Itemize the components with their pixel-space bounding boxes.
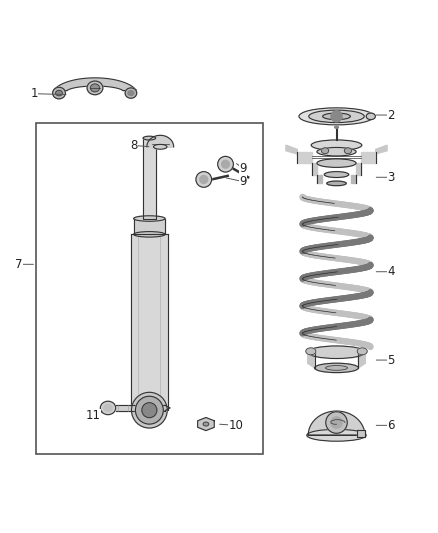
Ellipse shape bbox=[134, 231, 165, 237]
Ellipse shape bbox=[104, 405, 112, 411]
Ellipse shape bbox=[143, 136, 155, 140]
Text: 2: 2 bbox=[387, 109, 395, 122]
Ellipse shape bbox=[317, 159, 356, 167]
Ellipse shape bbox=[154, 144, 167, 149]
Ellipse shape bbox=[327, 181, 346, 185]
Circle shape bbox=[135, 396, 163, 424]
Ellipse shape bbox=[203, 422, 209, 426]
Polygon shape bbox=[356, 163, 361, 175]
Circle shape bbox=[131, 392, 167, 428]
Bar bbox=[36, 123, 262, 454]
Polygon shape bbox=[143, 138, 155, 219]
Polygon shape bbox=[317, 175, 322, 183]
Ellipse shape bbox=[325, 366, 347, 370]
Text: 5: 5 bbox=[387, 353, 395, 367]
Text: 10: 10 bbox=[229, 419, 244, 432]
Ellipse shape bbox=[323, 113, 350, 119]
Text: 6: 6 bbox=[387, 419, 395, 432]
Ellipse shape bbox=[125, 88, 137, 98]
Polygon shape bbox=[198, 417, 214, 431]
Circle shape bbox=[331, 417, 342, 428]
Ellipse shape bbox=[317, 148, 356, 156]
Polygon shape bbox=[286, 145, 297, 154]
Ellipse shape bbox=[134, 216, 165, 221]
Ellipse shape bbox=[307, 429, 366, 441]
Polygon shape bbox=[307, 352, 314, 368]
Ellipse shape bbox=[307, 346, 365, 359]
Circle shape bbox=[326, 412, 347, 433]
Text: 4: 4 bbox=[387, 265, 395, 278]
Ellipse shape bbox=[100, 401, 116, 415]
Polygon shape bbox=[357, 431, 365, 437]
Ellipse shape bbox=[311, 140, 362, 150]
Ellipse shape bbox=[87, 81, 103, 95]
Ellipse shape bbox=[53, 87, 65, 99]
Polygon shape bbox=[297, 152, 312, 163]
Ellipse shape bbox=[366, 113, 375, 119]
Ellipse shape bbox=[324, 172, 349, 177]
Circle shape bbox=[200, 175, 208, 183]
Polygon shape bbox=[376, 145, 387, 154]
Ellipse shape bbox=[56, 90, 62, 96]
Polygon shape bbox=[358, 352, 365, 368]
Ellipse shape bbox=[314, 363, 358, 373]
Text: 9: 9 bbox=[239, 161, 247, 175]
Circle shape bbox=[196, 172, 212, 187]
Text: 7: 7 bbox=[15, 258, 22, 271]
Text: 9: 9 bbox=[239, 175, 247, 188]
Polygon shape bbox=[308, 411, 365, 435]
Circle shape bbox=[218, 156, 233, 172]
Polygon shape bbox=[312, 163, 317, 175]
Text: 11: 11 bbox=[85, 409, 100, 422]
Ellipse shape bbox=[90, 84, 99, 92]
Ellipse shape bbox=[357, 348, 367, 355]
Ellipse shape bbox=[306, 348, 316, 355]
Ellipse shape bbox=[321, 148, 328, 154]
Polygon shape bbox=[116, 405, 165, 410]
Polygon shape bbox=[147, 135, 173, 147]
Ellipse shape bbox=[344, 148, 352, 154]
Ellipse shape bbox=[335, 126, 339, 128]
Circle shape bbox=[142, 402, 157, 418]
Polygon shape bbox=[134, 219, 165, 235]
Circle shape bbox=[331, 111, 342, 122]
Ellipse shape bbox=[128, 91, 134, 95]
Text: 3: 3 bbox=[387, 171, 395, 184]
Ellipse shape bbox=[299, 108, 374, 125]
Polygon shape bbox=[54, 78, 136, 91]
Text: 8: 8 bbox=[131, 139, 138, 152]
Polygon shape bbox=[361, 152, 376, 163]
Ellipse shape bbox=[309, 110, 364, 123]
Polygon shape bbox=[351, 175, 356, 183]
Polygon shape bbox=[131, 235, 168, 410]
Text: 1: 1 bbox=[30, 87, 38, 100]
Circle shape bbox=[222, 160, 230, 168]
